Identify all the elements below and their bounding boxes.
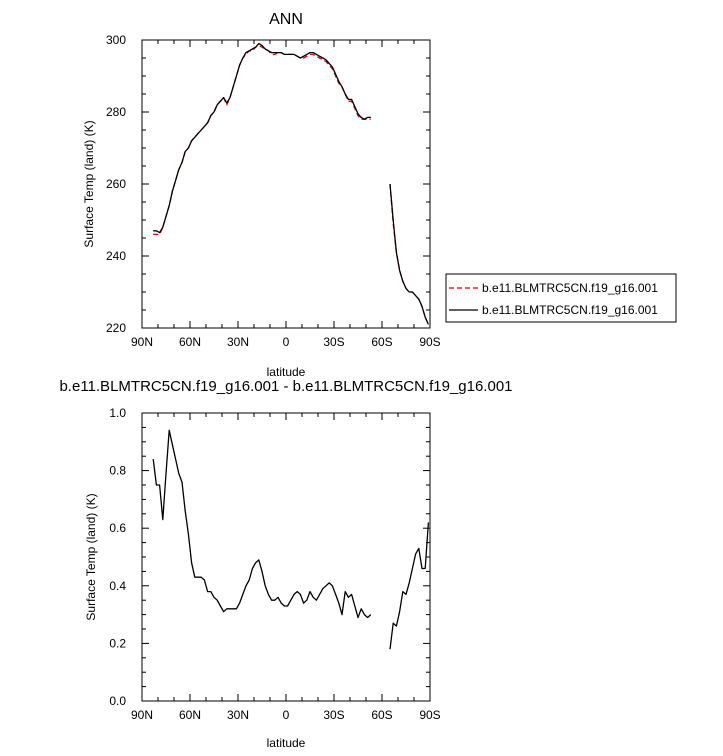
bottom-chart-title: b.e11.BLMTRC5CN.f19_g16.001 - b.e11.BLMT… bbox=[59, 378, 512, 395]
top-chart-ylabel: Surface Temp (land) (K) bbox=[82, 120, 96, 247]
bottom-ytick-label: 0.4 bbox=[109, 579, 126, 593]
bottom-ytick-label: 0.8 bbox=[109, 464, 126, 478]
top-xtick-label: 90N bbox=[131, 335, 153, 349]
top-chart-ticks: 90N 60N 30N 0 30S 60S 90S 220 240 260 280 300 bbox=[106, 33, 441, 349]
top-xtick-label: 30N bbox=[227, 335, 249, 349]
top-chart-title: ANN bbox=[269, 11, 303, 28]
top-ytick-label: 280 bbox=[106, 105, 126, 119]
top-chart-lines bbox=[153, 42, 429, 325]
top-ytick-label: 260 bbox=[106, 177, 126, 191]
top-series-0-line bbox=[153, 44, 371, 236]
top-ytick-label: 240 bbox=[106, 249, 126, 263]
bottom-xtick-label: 0 bbox=[283, 708, 290, 722]
top-series-1-line bbox=[389, 183, 429, 325]
bottom-xtick-label: 60S bbox=[371, 708, 392, 722]
legend-label-1: b.e11.BLMTRC5CN.f19_g16.001 bbox=[482, 281, 658, 295]
bottom-xtick-label: 90S bbox=[419, 708, 440, 722]
top-series-1-line bbox=[153, 42, 371, 234]
top-series-0-line bbox=[389, 183, 429, 325]
bottom-xtick-label: 30N bbox=[227, 708, 249, 722]
top-chart: ANN Surface Temp (land) (K) latitude 90N… bbox=[82, 11, 441, 379]
bottom-ytick-label: 0.0 bbox=[109, 694, 126, 708]
top-xtick-label: 60S bbox=[371, 335, 392, 349]
bottom-ytick-label: 0.2 bbox=[109, 636, 126, 650]
bottom-chart-ylabel: Surface Temp (land) (K) bbox=[84, 493, 98, 620]
bottom-chart-ticks: 90N 60N 30N 0 30S 60S 90S 0.0 0.2 0.4 0.6 0.8 1.0 bbox=[109, 406, 440, 722]
top-xtick-label: 90S bbox=[419, 335, 440, 349]
top-chart-xlabel: latitude bbox=[267, 365, 306, 379]
top-ytick-label: 220 bbox=[106, 321, 126, 335]
bottom-series-0-line bbox=[152, 429, 372, 619]
bottom-chart: b.e11.BLMTRC5CN.f19_g16.001 - b.e11.BLMT… bbox=[59, 378, 512, 750]
bottom-xtick-label: 90N bbox=[131, 708, 153, 722]
top-xtick-label: 0 bbox=[283, 335, 290, 349]
legend: b.e11.BLMTRC5CN.f19_g16.001 b.e11.BLMTRC… bbox=[445, 273, 677, 323]
top-xtick-label: 60N bbox=[179, 335, 201, 349]
bottom-xtick-label: 60N bbox=[179, 708, 201, 722]
bottom-ytick-label: 0.6 bbox=[109, 521, 126, 535]
bottom-series-0-line bbox=[389, 522, 430, 650]
top-chart-frame bbox=[141, 39, 431, 329]
bottom-ytick-label: 1.0 bbox=[109, 406, 126, 420]
legend-box bbox=[445, 273, 677, 323]
legend-label-2: b.e11.BLMTRC5CN.f19_g16.001 bbox=[482, 303, 658, 317]
bottom-chart-lines bbox=[152, 429, 430, 650]
bottom-chart-xlabel: latitude bbox=[267, 736, 306, 750]
bottom-xtick-label: 30S bbox=[323, 708, 344, 722]
top-xtick-label: 30S bbox=[323, 335, 344, 349]
top-ytick-label: 300 bbox=[106, 33, 126, 47]
bottom-chart-frame bbox=[141, 412, 431, 702]
